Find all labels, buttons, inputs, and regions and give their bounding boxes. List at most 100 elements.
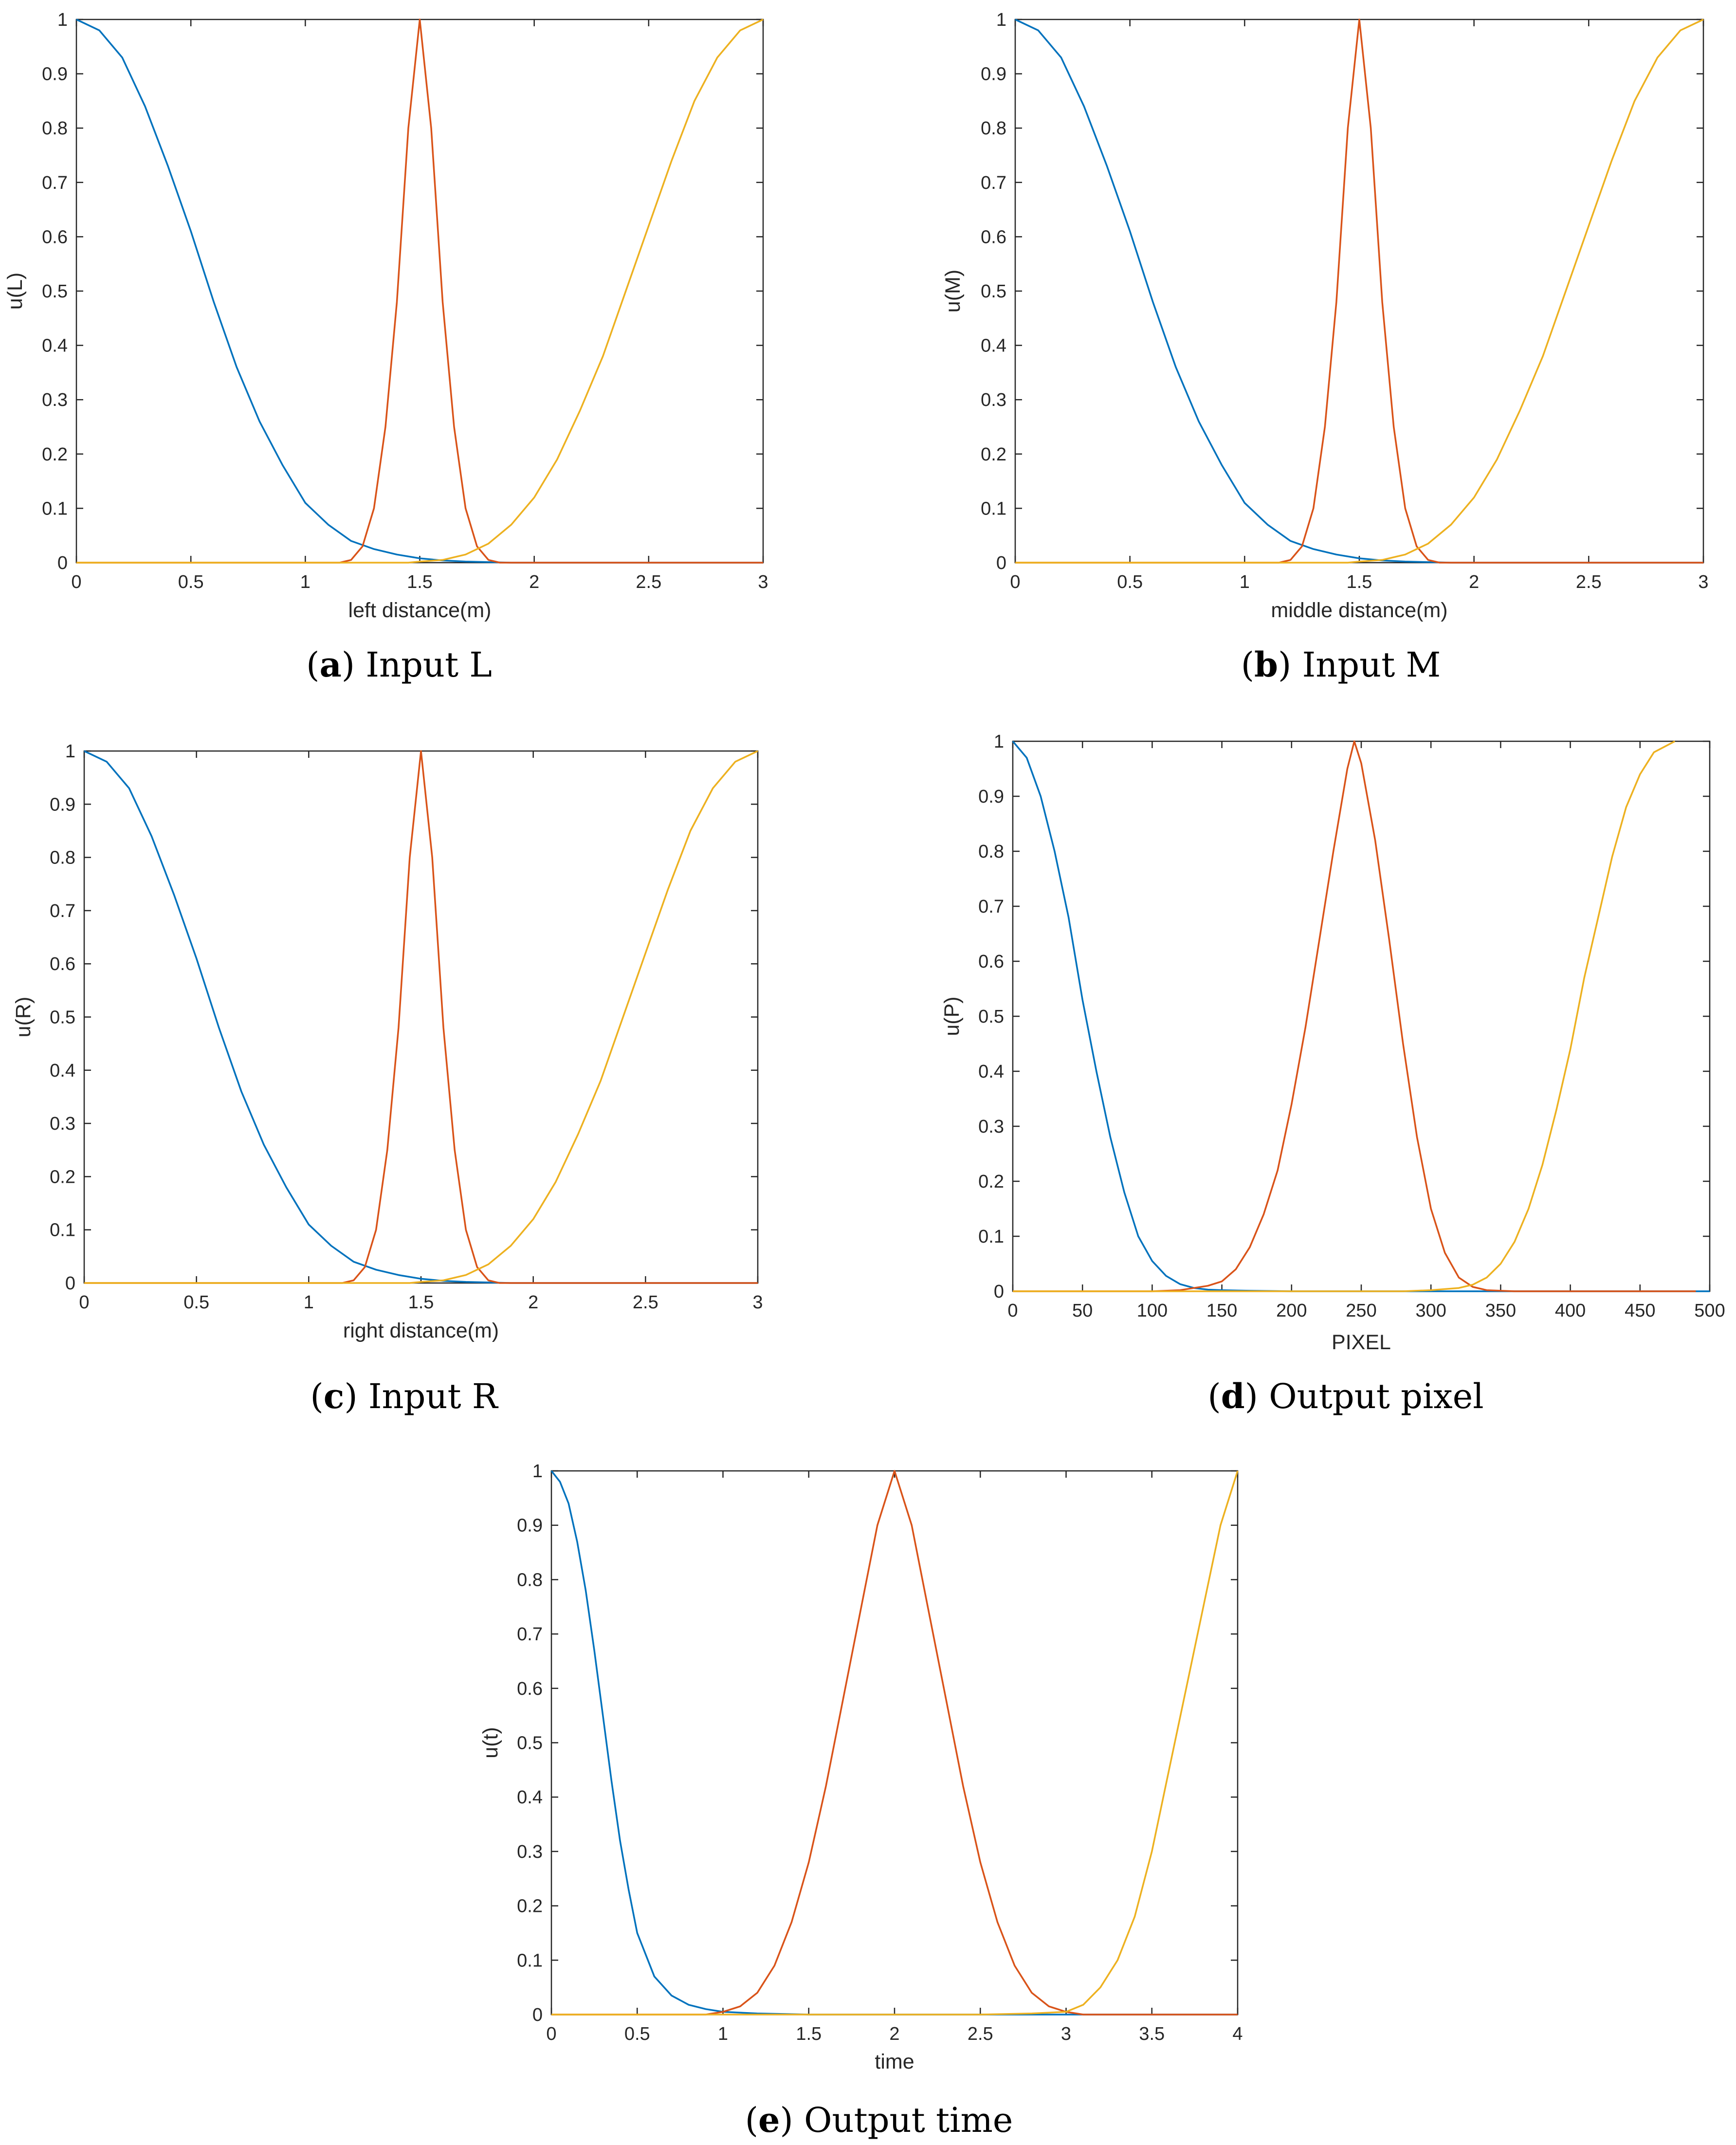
- y-tick-label: 0.1: [517, 1950, 543, 1971]
- series-line-3: [551, 1470, 1239, 2016]
- x-tick-label: 100: [1137, 1301, 1168, 1321]
- y-tick-label: 0.6: [50, 954, 75, 974]
- x-tick-label: 0: [71, 572, 81, 592]
- y-tick-label: 0.9: [42, 64, 68, 85]
- x-tick-label: 400: [1555, 1301, 1586, 1321]
- series-line-3: [76, 18, 764, 564]
- y-tick-label: 0.9: [981, 64, 1006, 85]
- y-axis-label: u(t): [479, 1727, 502, 1759]
- x-tick-label: 0.5: [178, 572, 204, 592]
- x-tick-label: 2: [1469, 572, 1479, 592]
- y-tick-label: 0.7: [517, 1624, 543, 1645]
- caption-close-paren: ): [342, 645, 366, 685]
- y-axis-label: u(M): [941, 270, 965, 312]
- caption-letter: d: [1221, 1376, 1245, 1416]
- x-tick-label: 250: [1346, 1301, 1376, 1321]
- x-tick-label: 0.5: [183, 1292, 209, 1313]
- y-tick-label: 0.2: [50, 1167, 75, 1187]
- series-line-2: [76, 18, 763, 564]
- x-tick-label: 2: [529, 572, 539, 592]
- x-tick-label: 2.5: [633, 1292, 658, 1313]
- x-tick-label: 3: [758, 572, 768, 592]
- x-axis-label: time: [875, 2050, 914, 2073]
- x-tick-label: 1.5: [1347, 572, 1372, 592]
- y-tick-label: 0.7: [981, 173, 1006, 193]
- panel-caption: (d) Output pixel: [1207, 1376, 1483, 1416]
- chart-panel-d: 0 50 100 150 200 250 300 350 400 450 500 0 0.1 0.2 0.3…: [940, 732, 1725, 1416]
- y-tick-label: 0.1: [978, 1227, 1004, 1247]
- y-tick-label: 0.8: [517, 1570, 543, 1590]
- y-tick-label: 0.3: [50, 1114, 75, 1134]
- x-tick-label: 1: [300, 572, 311, 592]
- x-tick-label: 1: [718, 2024, 728, 2044]
- panel-caption: (a) Input L: [306, 644, 492, 685]
- x-tick-label: 1: [1240, 572, 1250, 592]
- y-tick-label: 0: [65, 1273, 75, 1294]
- y-tick-label: 0.8: [978, 842, 1004, 862]
- y-tick-label: 0.9: [517, 1516, 543, 1536]
- x-tick-label: 2.5: [968, 2024, 993, 2044]
- y-tick-label: 0.8: [981, 118, 1006, 139]
- y-tick-label: 0.2: [517, 1896, 543, 1917]
- caption-letter: b: [1254, 644, 1278, 685]
- plot-frame: [83, 750, 759, 1284]
- y-tick-label: 0.3: [42, 390, 68, 410]
- y-tick-label: 1: [532, 1461, 543, 1482]
- y-tick-label: 0.2: [42, 444, 68, 465]
- caption-close-paren: ): [780, 2100, 804, 2140]
- chart-panel-b: 0 0.5 1 1.5 2 2.5 3 0 0.1 0.2 0.3 0.4 0.5 0.6 0.7 0.8 0.…: [941, 10, 1709, 685]
- chart-panel-c: 0 0.5 1 1.5 2 2.5 3 0 0.1 0.2 0.3 0.4 0.5 0.6 0.7 0.8 0.…: [12, 741, 763, 1416]
- y-tick-label: 0: [994, 1282, 1004, 1302]
- caption-open-paren: (: [1241, 645, 1254, 685]
- plot-frame: [550, 1470, 1239, 2016]
- y-tick-label: 0.3: [981, 390, 1006, 410]
- y-tick-label: 0.6: [42, 227, 68, 247]
- caption-text: Input L: [365, 645, 492, 685]
- x-tick-label: 3: [752, 1292, 763, 1313]
- x-tick-label: 0: [1010, 572, 1020, 592]
- x-tick-label: 2: [889, 2024, 899, 2044]
- y-tick-label: 0.2: [981, 444, 1006, 465]
- y-tick-label: 0.3: [517, 1842, 543, 1862]
- y-tick-label: 0.7: [978, 897, 1004, 917]
- x-axis-label: right distance(m): [343, 1319, 499, 1342]
- y-tick-label: 0: [532, 2005, 543, 2025]
- x-tick-label: 1.5: [796, 2024, 822, 2044]
- x-axis-label: left distance(m): [348, 599, 492, 622]
- x-tick-label: 150: [1206, 1301, 1237, 1321]
- series-line-2: [1013, 740, 1696, 1292]
- series-line-1: [1015, 18, 1703, 564]
- y-tick-label: 0.6: [981, 227, 1006, 247]
- x-tick-label: 1.5: [407, 572, 433, 592]
- x-tick-label: 4: [1232, 2024, 1243, 2044]
- caption-open-paren: (: [310, 1376, 323, 1416]
- y-tick-label: 0.5: [50, 1008, 75, 1028]
- x-tick-label: 0: [546, 2024, 556, 2044]
- x-tick-label: 3: [1698, 572, 1708, 592]
- y-axis-label: u(P): [940, 996, 964, 1036]
- caption-letter: c: [324, 1376, 345, 1416]
- y-tick-label: 0.4: [978, 1062, 1004, 1082]
- x-tick-label: 350: [1485, 1301, 1516, 1321]
- caption-text: Output pixel: [1269, 1376, 1483, 1416]
- caption-text: Input M: [1302, 645, 1441, 685]
- caption-close-paren: ): [344, 1376, 368, 1416]
- panel-caption: (e) Output time: [745, 2100, 1013, 2140]
- caption-letter: e: [758, 2100, 780, 2140]
- x-tick-label: 0: [79, 1292, 89, 1313]
- y-tick-label: 0.3: [978, 1117, 1004, 1137]
- y-tick-label: 0.2: [978, 1172, 1004, 1192]
- x-tick-label: 0.5: [1117, 572, 1143, 592]
- series-line-3: [1013, 740, 1676, 1292]
- y-tick-label: 1: [57, 10, 68, 30]
- x-axis-label: PIXEL: [1332, 1331, 1391, 1354]
- series-line-1: [76, 18, 763, 564]
- chart-panel-a: 0 0.5 1 1.5 2 2.5 3 0 0.1 0.2 0.3 0.4 0.5 0.6 0.7 0.8 0.…: [3, 10, 768, 685]
- y-tick-label: 0.6: [517, 1679, 543, 1699]
- x-tick-label: 0.5: [624, 2024, 650, 2044]
- x-tick-label: 50: [1072, 1301, 1093, 1321]
- y-tick-label: 0: [996, 553, 1006, 573]
- x-axis-label: middle distance(m): [1271, 599, 1447, 622]
- y-tick-label: 0.9: [50, 794, 75, 815]
- y-tick-label: 0.5: [978, 1007, 1004, 1027]
